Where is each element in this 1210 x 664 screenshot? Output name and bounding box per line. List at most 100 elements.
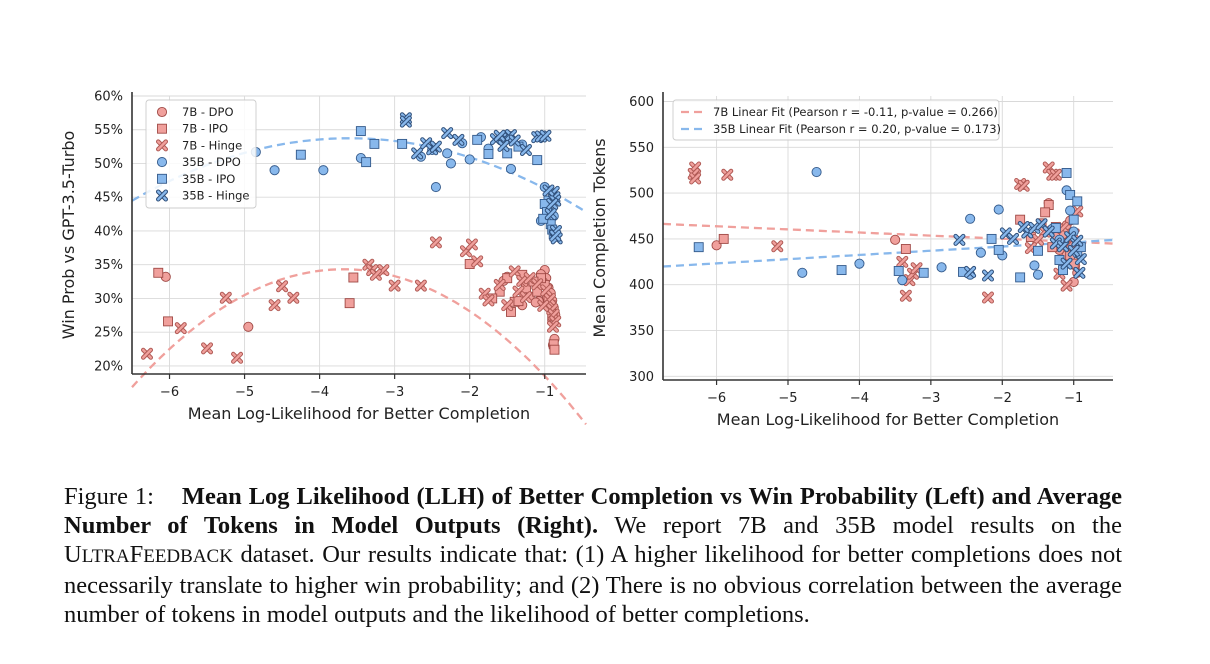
data-point	[1042, 225, 1055, 238]
data-point	[854, 258, 865, 269]
data-point	[540, 284, 553, 297]
legend-label: 7B - Hinge	[182, 138, 242, 152]
data-point	[399, 115, 412, 128]
caption-text-after: dataset. Our results indicate that: (1) …	[64, 541, 1123, 628]
legend-box	[672, 99, 1000, 141]
y-tick-label: 550	[629, 141, 654, 156]
data-point	[369, 268, 382, 281]
figure-caption: Figure 1: Mean Log Likelihood (LLH) of B…	[64, 482, 1122, 629]
data-point	[1015, 272, 1026, 283]
legend-box	[145, 99, 257, 209]
data-point	[482, 294, 495, 307]
data-point	[897, 275, 908, 286]
data-point	[141, 347, 154, 360]
data-point	[397, 138, 408, 149]
legend-label: 7B - DPO	[182, 105, 234, 119]
data-point	[505, 163, 517, 174]
y-tick-label: 450	[629, 232, 654, 247]
data-point	[1061, 168, 1072, 178]
data-point	[797, 267, 808, 278]
series-7b-hinge	[141, 236, 562, 364]
y-tick-label: 55%	[94, 123, 123, 138]
data-point	[531, 278, 544, 291]
data-point	[975, 247, 986, 258]
data-point	[893, 266, 904, 276]
data-point	[295, 149, 306, 160]
data-point	[546, 320, 559, 333]
legend-marker	[156, 106, 168, 118]
data-point	[348, 272, 359, 283]
caption-label: Figure 1:	[64, 483, 154, 510]
x-tick-label: −1	[535, 385, 554, 400]
data-point	[287, 291, 300, 304]
data-point	[544, 208, 557, 221]
data-point	[369, 138, 380, 149]
data-point	[519, 291, 532, 304]
data-point	[174, 322, 187, 335]
y-tick-label: 40%	[94, 224, 123, 239]
data-point	[243, 321, 254, 332]
data-point	[1029, 260, 1040, 271]
y-tick-label: 50%	[94, 157, 123, 172]
data-point	[537, 299, 550, 312]
data-point	[982, 269, 994, 282]
x-tick-label: −2	[993, 391, 1012, 406]
data-point	[493, 278, 506, 291]
data-point	[549, 344, 560, 355]
legend-label: 7B Linear Fit (Pearson r = -0.11, p-valu…	[713, 105, 998, 119]
data-point	[268, 299, 281, 312]
x-tick-label: −4	[850, 391, 869, 406]
data-point	[430, 182, 441, 193]
data-point	[153, 267, 164, 278]
data-point	[993, 204, 1004, 215]
data-point	[483, 149, 494, 159]
y-tick-label: 35%	[94, 258, 123, 273]
data-point	[693, 242, 704, 253]
caption-text-before: We report 7B and 35B model results on th…	[614, 512, 1122, 539]
data-point	[501, 299, 514, 312]
x-tick-label: −3	[385, 385, 404, 400]
data-point	[355, 126, 366, 137]
data-point	[1073, 266, 1086, 279]
data-point	[890, 234, 901, 245]
legend-label: 35B - IPO	[182, 172, 235, 186]
data-point	[918, 267, 929, 278]
legend-marker	[157, 173, 167, 184]
y-axis-label: Mean Completion Tokens	[590, 138, 609, 337]
data-point	[471, 255, 484, 268]
data-point	[276, 280, 289, 293]
x-tick-label: −5	[235, 385, 254, 400]
data-point	[201, 342, 214, 355]
x-tick-label: −3	[921, 391, 940, 406]
legend-marker	[155, 139, 169, 152]
data-point	[836, 265, 847, 276]
legend-label: 35B Linear Fit (Pearson r = 0.20, p-valu…	[713, 122, 1001, 136]
data-point	[896, 255, 909, 268]
y-tick-label: 30%	[94, 292, 123, 307]
legend-marker	[157, 123, 167, 134]
legend: 7B Linear Fit (Pearson r = -0.11, p-valu…	[672, 99, 1001, 141]
x-tick-label: −6	[707, 391, 726, 406]
y-tick-label: 500	[629, 187, 654, 202]
x-tick-label: −6	[160, 385, 179, 400]
data-point	[1071, 234, 1084, 247]
data-point	[1040, 207, 1051, 218]
data-point	[493, 129, 506, 142]
data-point	[1017, 179, 1030, 192]
data-point	[1056, 240, 1070, 253]
figure-panels: −6 −5 −4 −3 −2 −1 20% 25% 30% 35% 40% 45% 50% 55% 60% M…	[59, 90, 1114, 429]
data-point	[1064, 231, 1077, 244]
legend-label: 35B - DPO	[182, 155, 241, 169]
data-point	[344, 298, 355, 309]
data-point	[361, 157, 372, 168]
x-axis-label: Mean Log-Likelihood for Better Completio…	[188, 404, 530, 423]
data-point	[231, 351, 244, 364]
legend-label: 35B - Hinge	[182, 189, 250, 203]
data-point	[811, 166, 822, 178]
data-point	[546, 197, 559, 210]
y-tick-label: 60%	[94, 90, 123, 105]
data-point	[1049, 168, 1062, 181]
data-point	[219, 291, 232, 304]
data-point	[1060, 257, 1073, 270]
data-point	[269, 165, 280, 176]
